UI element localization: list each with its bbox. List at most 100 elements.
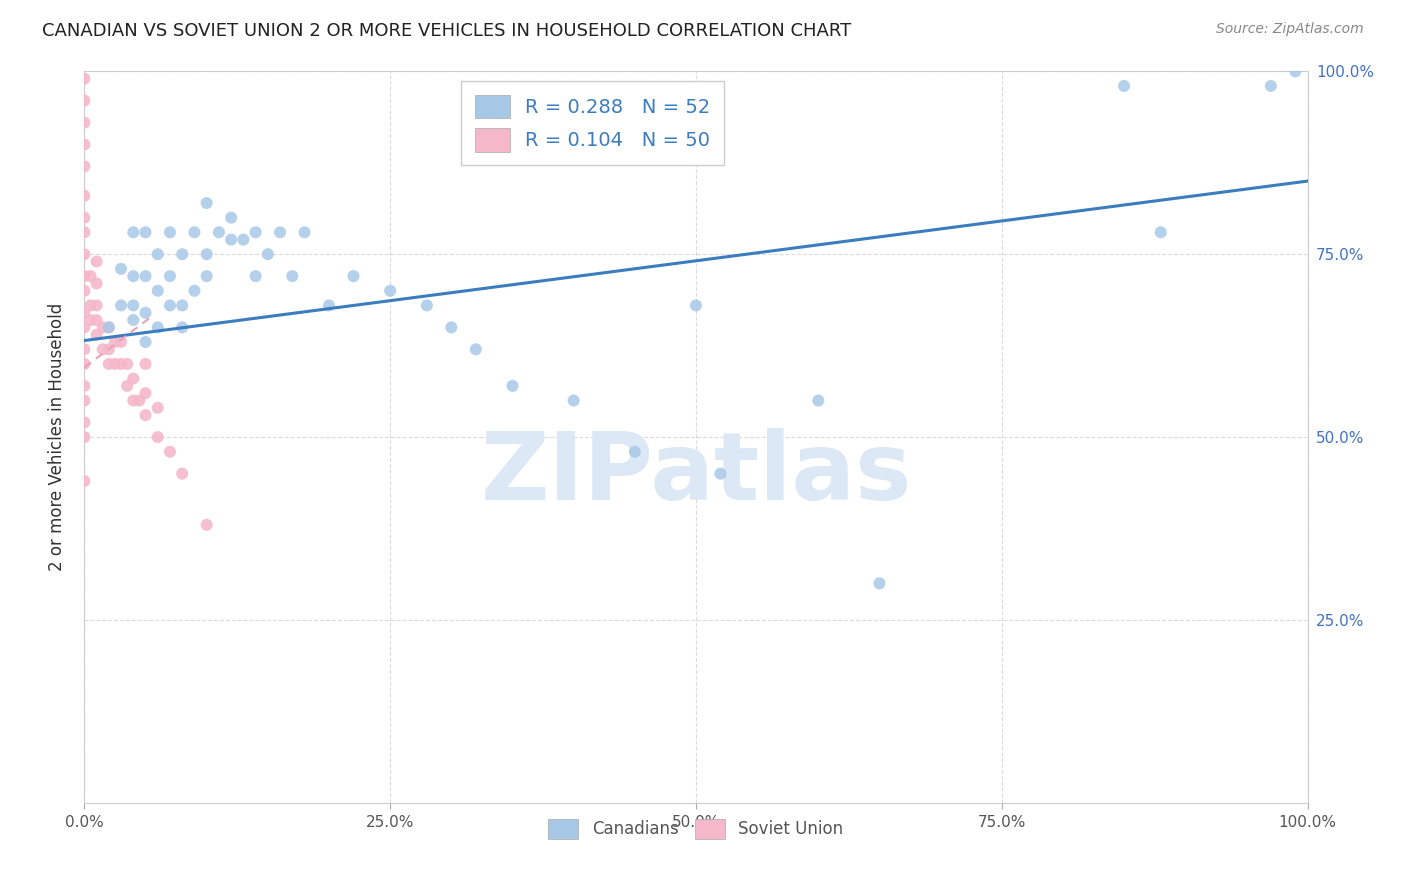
Legend: Canadians, Soviet Union: Canadians, Soviet Union — [541, 812, 851, 846]
Point — [159, 444, 181, 458]
Point — [122, 371, 145, 385]
Point — [91, 343, 114, 357]
Point — [86, 277, 108, 291]
Point — [135, 306, 157, 320]
Point — [73, 115, 96, 129]
Point — [269, 225, 291, 239]
Point — [122, 269, 145, 284]
Point — [86, 327, 108, 342]
Point — [73, 343, 96, 357]
Point — [208, 225, 231, 239]
Point — [135, 408, 157, 422]
Point — [86, 254, 108, 268]
Point — [245, 269, 267, 284]
Point — [97, 343, 120, 357]
Point — [79, 298, 101, 312]
Point — [86, 313, 108, 327]
Point — [195, 196, 218, 211]
Point — [159, 269, 181, 284]
Point — [146, 430, 169, 444]
Point — [91, 320, 114, 334]
Point — [73, 160, 96, 174]
Text: Source: ZipAtlas.com: Source: ZipAtlas.com — [1216, 22, 1364, 37]
Point — [73, 393, 96, 408]
Point — [135, 334, 157, 349]
Point — [709, 467, 731, 481]
Point — [219, 233, 242, 247]
Point — [562, 393, 585, 408]
Point — [73, 211, 96, 225]
Point — [807, 393, 830, 408]
Point — [73, 269, 96, 284]
Point — [195, 247, 218, 261]
Point — [1150, 225, 1173, 239]
Point — [86, 298, 108, 312]
Point — [73, 188, 96, 202]
Point — [122, 313, 145, 327]
Point — [380, 284, 402, 298]
Point — [135, 225, 157, 239]
Point — [73, 430, 96, 444]
Point — [172, 467, 194, 481]
Point — [135, 386, 157, 401]
Point — [122, 225, 145, 239]
Point — [110, 357, 132, 371]
Point — [172, 320, 194, 334]
Point — [135, 269, 157, 284]
Point — [97, 320, 120, 334]
Point — [624, 444, 647, 458]
Text: CANADIAN VS SOVIET UNION 2 OR MORE VEHICLES IN HOUSEHOLD CORRELATION CHART: CANADIAN VS SOVIET UNION 2 OR MORE VEHIC… — [42, 22, 852, 40]
Point — [1260, 78, 1282, 93]
Point — [318, 298, 340, 312]
Point — [73, 71, 96, 86]
Point — [685, 298, 707, 312]
Point — [79, 269, 101, 284]
Point — [159, 298, 181, 312]
Point — [73, 94, 96, 108]
Point — [73, 357, 96, 371]
Point — [73, 379, 96, 393]
Point — [869, 576, 891, 591]
Point — [73, 320, 96, 334]
Point — [97, 357, 120, 371]
Point — [73, 225, 96, 239]
Point — [440, 320, 463, 334]
Point — [73, 137, 96, 152]
Point — [79, 313, 101, 327]
Point — [97, 320, 120, 334]
Point — [146, 320, 169, 334]
Point — [257, 247, 280, 261]
Point — [128, 393, 150, 408]
Point — [416, 298, 439, 312]
Point — [122, 393, 145, 408]
Point — [183, 284, 205, 298]
Point — [219, 211, 242, 225]
Point — [110, 298, 132, 312]
Point — [1284, 64, 1306, 78]
Y-axis label: 2 or more Vehicles in Household: 2 or more Vehicles in Household — [48, 303, 66, 571]
Point — [73, 416, 96, 430]
Point — [110, 334, 132, 349]
Point — [502, 379, 524, 393]
Point — [73, 284, 96, 298]
Point — [245, 225, 267, 239]
Point — [294, 225, 316, 239]
Point — [135, 357, 157, 371]
Point — [195, 517, 218, 532]
Point — [115, 357, 138, 371]
Point — [464, 343, 486, 357]
Point — [195, 269, 218, 284]
Point — [172, 298, 194, 312]
Point — [146, 284, 169, 298]
Point — [172, 247, 194, 261]
Point — [104, 334, 127, 349]
Point — [122, 298, 145, 312]
Point — [159, 225, 181, 239]
Point — [281, 269, 304, 284]
Point — [104, 357, 127, 371]
Point — [110, 261, 132, 276]
Point — [73, 247, 96, 261]
Point — [183, 225, 205, 239]
Point — [146, 401, 169, 415]
Point — [115, 379, 138, 393]
